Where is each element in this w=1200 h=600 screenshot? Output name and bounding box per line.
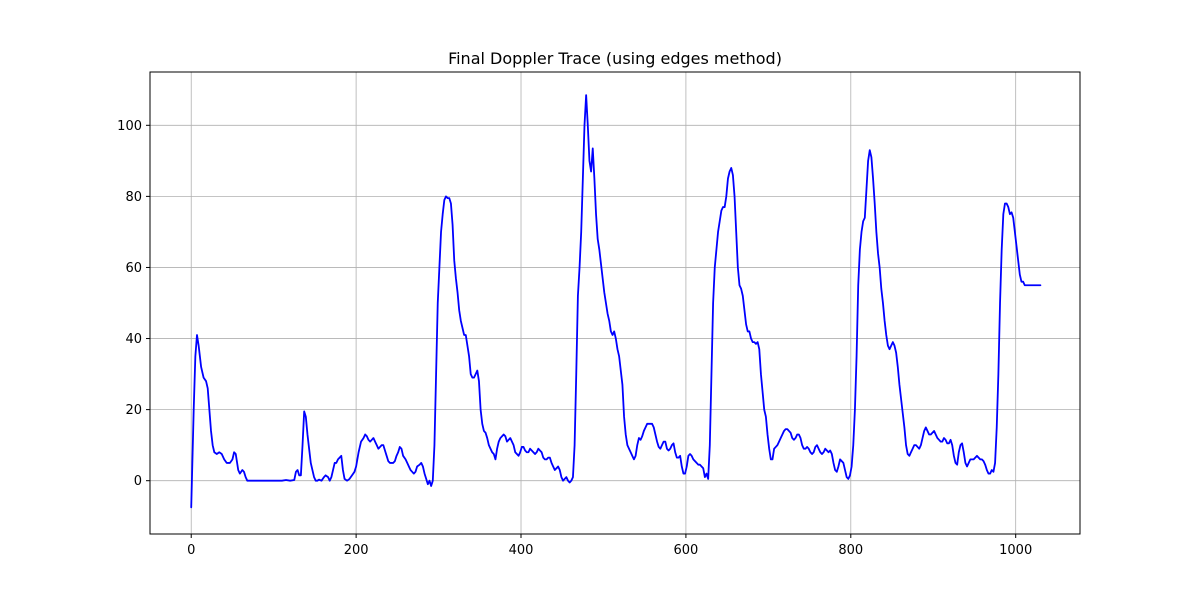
plot-area [190, 94, 1042, 509]
x-tick-label: 200 [344, 543, 369, 558]
x-tick-label: 600 [673, 543, 698, 558]
y-tick-label: 80 [125, 190, 142, 205]
y-tick-label: 20 [125, 403, 142, 418]
x-tick-label: 0 [187, 543, 195, 558]
y-tick-label: 100 [117, 119, 142, 134]
y-tick-label: 40 [125, 332, 142, 347]
axes-frame [149, 71, 1081, 535]
series-line [190, 94, 1042, 509]
x-tick-label: 1000 [999, 543, 1032, 558]
x-tick-label: 400 [509, 543, 534, 558]
y-tick-label: 60 [125, 261, 142, 276]
chart-title: Final Doppler Trace (using edges method) [448, 49, 782, 68]
ticks: 0 200 400 600 800 1000 0 20 40 60 80 100 [117, 119, 1032, 558]
x-tick-label: 800 [838, 543, 863, 558]
y-tick-label: 0 [134, 474, 142, 489]
